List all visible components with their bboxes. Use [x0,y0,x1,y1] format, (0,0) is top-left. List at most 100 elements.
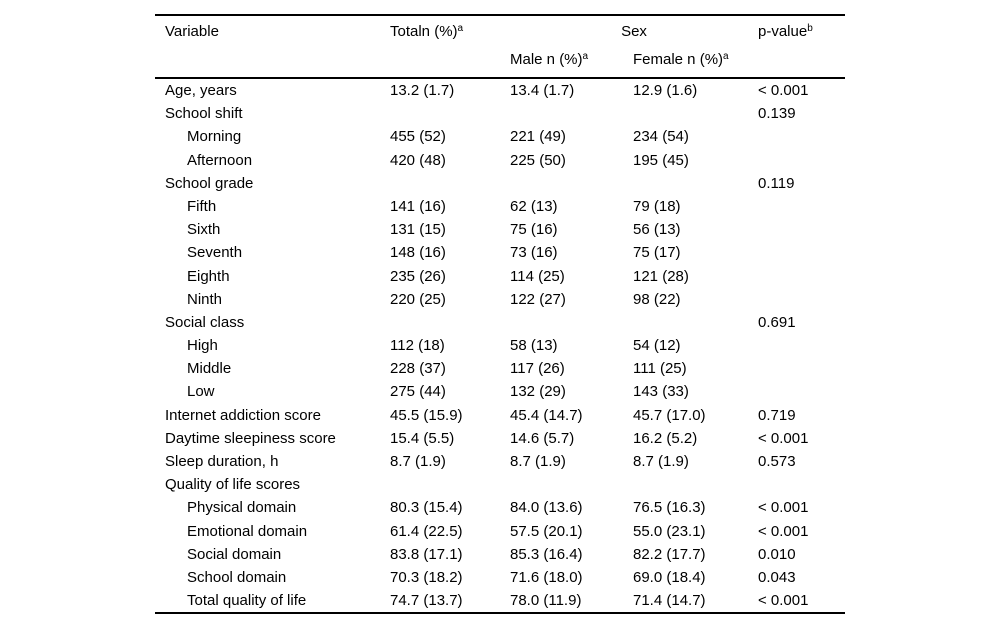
cell-total: 13.2 (1.7) [390,82,455,99]
cell-pvalue [758,473,845,496]
cell-male: 114 (25) [510,267,565,285]
table-row: Social class 0.691 [155,311,845,334]
row-label: Daytime sleepiness score [165,429,336,447]
cell-female: 76.5 (16.3) [633,499,706,517]
column-header-female-text: Female n (%) [633,51,724,68]
cell-total: 83.8 (17.1) [390,545,463,563]
cell-female: 8.7 (1.9) [633,453,689,470]
header-spacer [390,47,510,77]
cell-male [510,172,633,195]
cell-female: 143 (33) [633,383,689,401]
cell-female: 195 (45) [633,151,689,169]
row-label: Morning [187,128,242,146]
cell-pvalue: < 0.001 [758,522,809,540]
cell-female: 69.0 (18.4) [633,568,706,586]
cell-pvalue: 0.043 [758,568,796,586]
table-row: Low 275 (44) 132 (29) 143 (33) [155,380,845,403]
row-label: Quality of life scores [165,476,301,494]
cell-pvalue: 0.139 [758,105,796,123]
cell-female: 98 (22) [633,290,681,308]
table-row: Middle 228 (37) 117 (26) 111 (25) [155,357,845,380]
cell-pvalue: 0.573 [758,453,796,470]
row-label: Afternoon [187,151,253,169]
table-row: Physical domain 80.3 (15.4) 84.0 (13.6) … [155,496,845,519]
cell-male [510,311,633,334]
cell-female: 79 (18) [633,197,681,215]
row-label: Total quality of life [187,592,307,610]
cell-total: 15.4 (5.5) [390,429,455,447]
table-row: Total quality of life 74.7 (13.7) 78.0 (… [155,589,845,612]
cell-female: 16.2 (5.2) [633,429,698,447]
cell-pvalue: 0.691 [758,313,796,331]
column-header-male: Male n (%)a [510,47,633,77]
cell-female [633,172,758,195]
table-row: School grade 0.119 [155,172,845,195]
cell-pvalue [758,380,845,403]
row-label: Sixth [187,221,221,239]
table-row: Seventh 148 (16) 73 (16) 75 (17) [155,241,845,264]
cell-male: 58 (13) [510,337,558,355]
row-label: School grade [165,174,254,192]
cell-total: 131 (15) [390,221,446,239]
cell-female: 75 (17) [633,244,681,262]
cell-male: 62 (13) [510,197,558,215]
column-header-total-text: Totaln (%) [390,23,458,40]
table-row: Sixth 131 (15) 75 (16) 56 (13) [155,218,845,241]
row-label: Low [187,383,215,401]
cell-pvalue: < 0.001 [758,429,809,447]
cell-total [390,311,510,334]
cell-pvalue [758,265,845,288]
cell-pvalue: < 0.001 [758,499,809,517]
cell-total: 112 (18) [390,337,445,355]
cell-total: 275 (44) [390,383,446,401]
table-row: School shift 0.139 [155,102,845,125]
cell-male: 71.6 (18.0) [510,568,583,586]
cell-pvalue: < 0.001 [758,592,809,610]
cell-male [510,473,633,496]
cell-pvalue [758,125,845,148]
cell-male [510,102,633,125]
table-row: Sleep duration, h 8.7 (1.9) 8.7 (1.9) 8.… [155,450,845,473]
row-label: Sleep duration, h [165,453,279,470]
table-row: Afternoon 420 (48) 225 (50) 195 (45) [155,149,845,172]
row-label: Ninth [187,290,223,308]
cell-male: 57.5 (20.1) [510,522,583,540]
cell-male: 225 (50) [510,151,566,169]
cell-female [633,311,758,334]
cell-male: 132 (29) [510,383,566,401]
cell-female: 234 (54) [633,128,689,146]
cell-female: 54 (12) [633,337,681,355]
table-row: Social domain 83.8 (17.1) 85.3 (16.4) 82… [155,543,845,566]
cell-female: 71.4 (14.7) [633,592,706,610]
table-row: Morning 455 (52) 221 (49) 234 (54) [155,125,845,148]
cell-total: 45.5 (15.9) [390,406,463,424]
cell-male: 221 (49) [510,128,566,146]
cell-female [633,102,758,125]
cell-pvalue: 0.719 [758,406,796,424]
cell-male: 14.6 (5.7) [510,429,575,447]
table-row: Ninth 220 (25) 122 (27) 98 (22) [155,288,845,311]
cell-total: 420 (48) [390,151,446,169]
column-header-pvalue: p-valueb [758,16,845,47]
cell-pvalue [758,218,845,241]
cell-total: 141 (16) [390,197,446,215]
row-label: Fifth [187,197,217,215]
table-row: Fifth 141 (16) 62 (13) 79 (18) [155,195,845,218]
cell-male: 13.4 (1.7) [510,82,575,99]
row-label: Emotional domain [187,522,308,540]
cell-female: 121 (28) [633,267,689,285]
cell-total: 455 (52) [390,128,446,146]
cell-male: 117 (26) [510,360,565,378]
footnote-marker-a: a [723,51,729,62]
row-label: Middle [187,360,232,378]
cell-pvalue: 0.119 [758,174,795,192]
row-label: Physical domain [187,499,297,517]
footnote-marker-a: a [457,23,464,34]
table-row: Eighth 235 (26) 114 (25) 121 (28) [155,265,845,288]
header-row-top: Variable Totaln (%)a Sex p-valueb [155,16,845,47]
cell-male: 78.0 (11.9) [510,592,582,610]
row-label: Social class [165,313,245,331]
table-header: Variable Totaln (%)a Sex p-valueb Male n… [155,16,845,79]
row-label: School shift [165,105,243,123]
